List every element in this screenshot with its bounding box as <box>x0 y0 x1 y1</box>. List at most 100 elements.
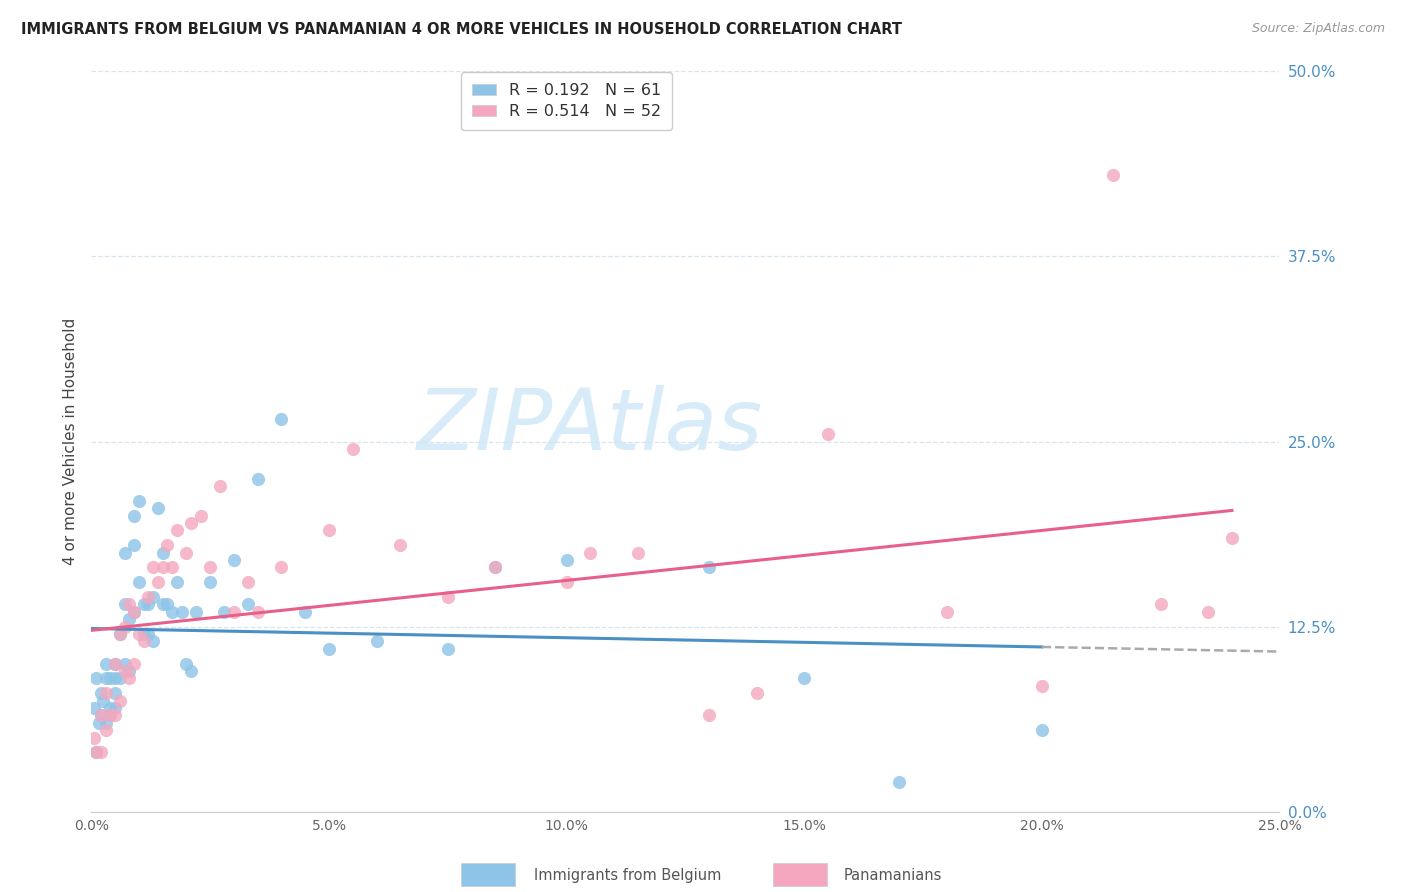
Point <box>170 605 193 619</box>
Point <box>745 686 768 700</box>
Point <box>817 427 839 442</box>
Point <box>214 605 236 619</box>
Point <box>318 641 340 656</box>
Point <box>108 672 131 686</box>
Point <box>114 619 136 633</box>
Point <box>108 627 131 641</box>
Point <box>104 657 127 671</box>
Point <box>176 546 198 560</box>
Point <box>94 657 117 671</box>
Point <box>94 715 117 730</box>
Point <box>555 575 578 590</box>
Point <box>104 672 127 686</box>
Point <box>579 546 602 560</box>
Point <box>118 612 141 626</box>
Point <box>138 590 160 604</box>
Point <box>1197 605 1219 619</box>
Point <box>152 598 174 612</box>
Point <box>200 560 222 574</box>
Point <box>436 590 458 604</box>
Point <box>90 708 112 723</box>
Point <box>100 672 122 686</box>
Point <box>90 708 112 723</box>
Point <box>132 598 155 612</box>
Point <box>180 664 202 678</box>
Point <box>114 546 136 560</box>
Point <box>1031 679 1053 693</box>
Text: Source: ZipAtlas.com: Source: ZipAtlas.com <box>1251 22 1385 36</box>
Point <box>697 708 720 723</box>
Point <box>208 479 231 493</box>
Point <box>318 524 340 538</box>
Point <box>138 627 160 641</box>
Point <box>156 538 179 552</box>
Point <box>160 605 183 619</box>
Point <box>138 598 160 612</box>
Point <box>91 694 114 708</box>
Point <box>118 672 141 686</box>
Point <box>84 672 107 686</box>
Point <box>152 560 174 574</box>
Point <box>132 627 155 641</box>
Point <box>122 657 145 671</box>
Point <box>342 442 364 456</box>
Point <box>118 598 141 612</box>
Point <box>184 605 207 619</box>
Point <box>114 598 136 612</box>
Point <box>238 598 260 612</box>
Text: Panamanians: Panamanians <box>844 869 942 883</box>
Point <box>166 524 188 538</box>
Point <box>484 560 506 574</box>
Point <box>118 664 141 678</box>
Point <box>142 590 165 604</box>
Point <box>270 412 292 426</box>
Point <box>1149 598 1171 612</box>
Point <box>889 775 911 789</box>
Point <box>1102 168 1125 182</box>
Point <box>104 657 127 671</box>
Point <box>366 634 388 648</box>
Point <box>1220 531 1243 545</box>
Point <box>222 605 245 619</box>
Point <box>436 641 458 656</box>
Point <box>114 664 136 678</box>
Point <box>793 672 815 686</box>
Point <box>180 516 202 530</box>
Point <box>270 560 292 574</box>
Point <box>94 686 117 700</box>
Point <box>128 575 150 590</box>
Legend: R = 0.192   N = 61, R = 0.514   N = 52: R = 0.192 N = 61, R = 0.514 N = 52 <box>461 72 672 130</box>
Text: IMMIGRANTS FROM BELGIUM VS PANAMANIAN 4 OR MORE VEHICLES IN HOUSEHOLD CORRELATIO: IMMIGRANTS FROM BELGIUM VS PANAMANIAN 4 … <box>21 22 903 37</box>
Point <box>555 553 578 567</box>
Point <box>484 560 506 574</box>
Point <box>146 575 169 590</box>
Text: ZIPAtlas: ZIPAtlas <box>418 385 763 468</box>
Point <box>90 686 112 700</box>
Point <box>200 575 222 590</box>
Point <box>176 657 198 671</box>
Point <box>152 546 174 560</box>
Point <box>108 627 131 641</box>
Point <box>94 672 117 686</box>
Point <box>100 701 122 715</box>
Point <box>160 560 183 574</box>
Point <box>132 634 155 648</box>
Point <box>294 605 316 619</box>
Point <box>246 605 269 619</box>
Point <box>122 538 145 552</box>
Point <box>146 501 169 516</box>
Point <box>83 701 105 715</box>
Point <box>238 575 260 590</box>
Point <box>156 598 179 612</box>
Point <box>104 708 127 723</box>
Point <box>128 493 150 508</box>
Y-axis label: 4 or more Vehicles in Household: 4 or more Vehicles in Household <box>62 318 77 566</box>
Point <box>627 546 650 560</box>
Point <box>142 634 165 648</box>
Point <box>142 560 165 574</box>
Point <box>128 627 150 641</box>
Point <box>1031 723 1053 738</box>
Point <box>104 701 127 715</box>
Point <box>122 508 145 523</box>
Text: Immigrants from Belgium: Immigrants from Belgium <box>534 869 721 883</box>
